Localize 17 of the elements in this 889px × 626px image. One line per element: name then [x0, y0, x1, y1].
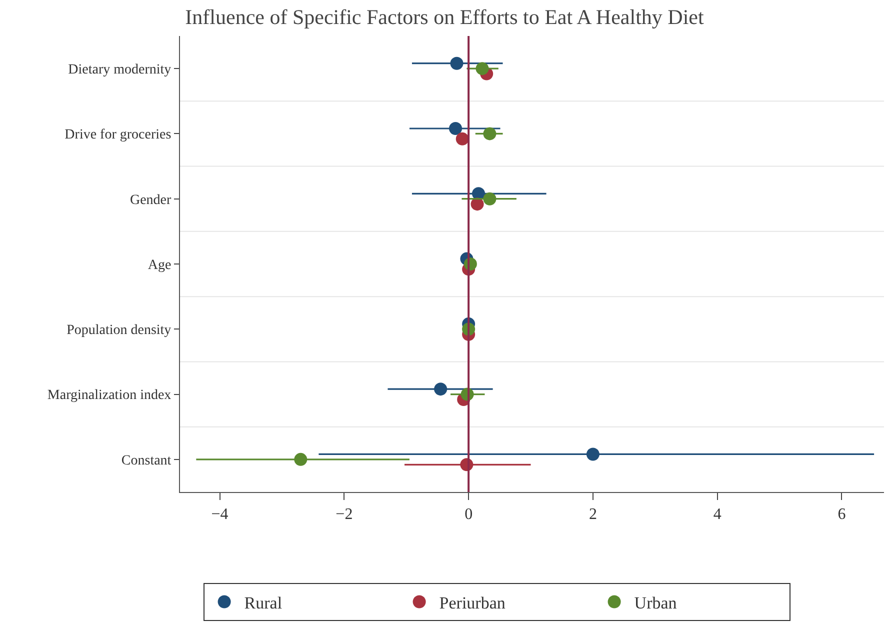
x-tick-label: 0	[464, 506, 473, 524]
legend-label: Rural	[244, 593, 282, 612]
chart-title: Influence of Specific Factors on Efforts to Eat A Healthy Diet	[185, 5, 704, 30]
x-tick-label: 2	[588, 506, 597, 524]
y-tick-label: Marginalization index	[47, 388, 172, 404]
x-tick-label: 4	[713, 506, 722, 524]
legend-label: Periurban	[439, 593, 506, 612]
y-tick-label: Drive for groceries	[64, 128, 172, 143]
y-tick-label: Constant	[121, 453, 172, 468]
x-tick-label: −4	[211, 506, 228, 524]
x-tick-label: −2	[336, 506, 353, 524]
legend-label: Urban	[634, 593, 678, 612]
y-tick-label: Age	[148, 258, 172, 273]
y-tick-label: Dietary modernity	[68, 62, 172, 78]
y-tick-label: Gender	[130, 192, 172, 208]
x-tick-label: 6	[838, 506, 846, 524]
y-tick-label: Population density	[66, 323, 172, 338]
